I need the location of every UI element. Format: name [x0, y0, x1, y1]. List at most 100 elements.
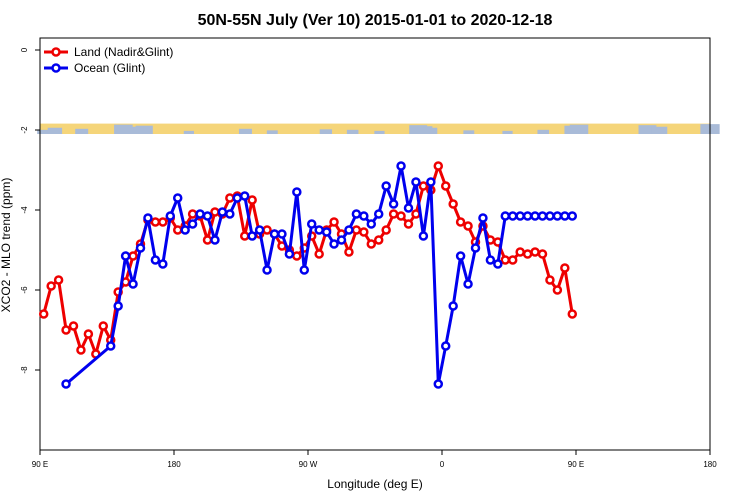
data-point	[463, 221, 473, 231]
data-point	[254, 225, 265, 235]
data-point	[373, 209, 384, 219]
data-point	[344, 225, 354, 235]
data-point	[373, 235, 384, 245]
ocean-patch	[502, 130, 513, 134]
ocean-patch	[319, 129, 333, 134]
ocean-patch	[47, 127, 63, 134]
data-point	[381, 181, 391, 191]
ocean-patch	[569, 124, 589, 134]
data-point	[187, 219, 198, 229]
land-ocean-strip	[37, 123, 720, 134]
data-point	[269, 229, 280, 239]
data-point	[344, 247, 354, 257]
data-point	[217, 207, 228, 217]
data-point	[202, 211, 213, 221]
data-point	[68, 321, 79, 331]
ocean-patch	[638, 125, 657, 134]
data-point	[314, 249, 324, 259]
data-point	[567, 309, 578, 319]
data-point	[83, 329, 94, 339]
ocean-patch	[114, 124, 133, 134]
y-axis-title: XCO2 - MLO trend (ppm)	[0, 178, 13, 313]
y-tick-label: -8	[20, 366, 29, 374]
legend: Land (Nadir&Glint) Ocean (Glint)	[44, 45, 173, 75]
data-point	[537, 211, 548, 221]
data-point	[470, 243, 481, 253]
data-point	[329, 217, 339, 227]
data-point	[277, 229, 287, 239]
data-point	[485, 255, 496, 265]
ocean-patch	[651, 126, 668, 134]
x-tick-label: 180	[703, 460, 717, 469]
data-point	[418, 181, 429, 191]
data-point	[128, 279, 138, 289]
data-point	[284, 249, 295, 259]
data-point	[455, 251, 466, 261]
data-point	[545, 211, 555, 221]
data-point	[507, 211, 518, 221]
data-point	[150, 255, 161, 265]
ocean-patch	[238, 128, 252, 134]
data-point	[351, 225, 362, 235]
x-tick-label: 90 W	[299, 460, 318, 469]
data-point	[381, 225, 391, 235]
data-point	[515, 211, 525, 221]
data-point	[195, 209, 205, 219]
ocean-patch	[183, 130, 194, 134]
data-point	[239, 191, 250, 201]
data-point	[292, 187, 302, 197]
data-point	[158, 217, 168, 227]
data-point	[448, 199, 458, 209]
data-point	[165, 211, 176, 221]
data-point	[478, 213, 488, 223]
data-point	[530, 247, 540, 257]
data-point	[120, 251, 131, 261]
data-point	[128, 251, 138, 261]
data-point	[500, 255, 511, 265]
data-point	[530, 211, 540, 221]
y-tick-label: -4	[20, 206, 29, 214]
data-point	[537, 249, 548, 259]
data-point	[388, 209, 399, 219]
legend-label: Land (Nadir&Glint)	[74, 45, 173, 59]
data-point	[403, 203, 414, 213]
ocean-patch	[266, 130, 278, 134]
legend-marker	[51, 63, 61, 73]
data-point	[522, 249, 533, 259]
data-point	[172, 225, 183, 235]
y-tick-label: 0	[20, 47, 29, 52]
data-point	[411, 209, 421, 219]
data-point	[262, 225, 272, 235]
data-point	[292, 251, 302, 261]
ocean-patch	[463, 130, 475, 134]
x-tick-label: 180	[167, 460, 181, 469]
ocean-patch	[124, 126, 141, 134]
data-point	[232, 193, 243, 203]
ocean-patch	[346, 129, 359, 134]
data-point	[560, 263, 570, 273]
data-point	[135, 243, 146, 253]
data-point	[366, 239, 377, 249]
data-point	[247, 231, 257, 241]
data-point	[321, 227, 332, 237]
data-point	[61, 379, 71, 389]
data-point	[225, 209, 235, 219]
data-point	[515, 247, 525, 257]
ocean-patch	[374, 130, 385, 134]
data-point	[507, 255, 518, 265]
data-point	[113, 301, 123, 311]
data-point	[225, 193, 235, 203]
data-point	[522, 211, 533, 221]
data-point	[463, 279, 473, 289]
data-point	[359, 211, 369, 221]
data-point	[247, 195, 257, 205]
chart-title: 50N-55N July (Ver 10) 2015-01-01 to 2020…	[198, 12, 553, 29]
data-point	[202, 235, 213, 245]
x-axis-title: Longitude (deg E)	[327, 477, 422, 491]
ocean-patch	[75, 128, 89, 134]
data-point	[98, 321, 109, 331]
data-point	[396, 161, 406, 171]
data-point	[299, 265, 310, 275]
axes: 90 E 180 90 W 0 90 E 180 0 -2 -4 -6 -8	[20, 37, 717, 469]
